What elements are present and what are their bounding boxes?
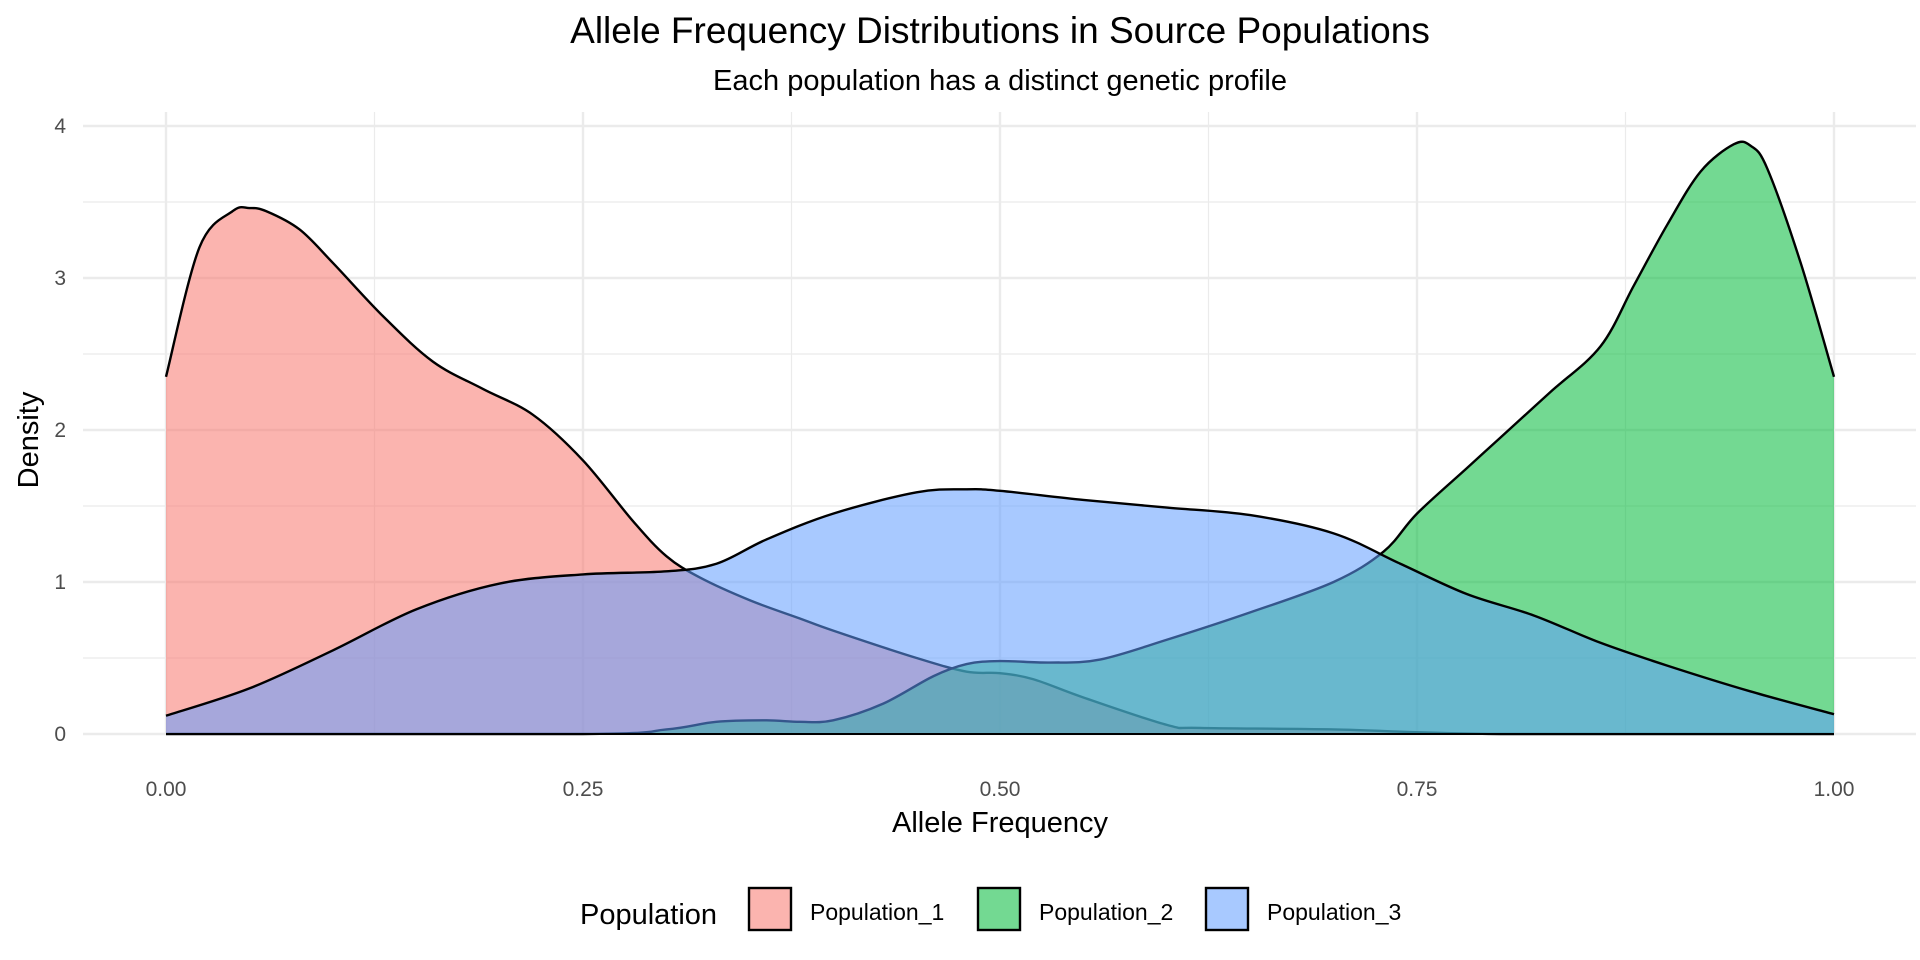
legend-key-population-3 bbox=[1204, 886, 1250, 932]
series-layer bbox=[164, 140, 1836, 736]
y-axis-title: Density bbox=[13, 391, 45, 488]
legend-title: Population bbox=[580, 899, 717, 931]
density-line-population-3 bbox=[165, 487, 1835, 717]
y-tick-label: 3 bbox=[54, 267, 66, 290]
legend-key-population-2 bbox=[976, 886, 1022, 932]
legend: Population Population_1 Population_2 Popul… bbox=[580, 886, 1401, 932]
y-tick-label: 1 bbox=[54, 571, 66, 594]
chart-subtitle: Each population has a distinct genetic p… bbox=[713, 65, 1287, 97]
x-tick-label: 0.00 bbox=[146, 778, 187, 801]
x-tick-label: 0.50 bbox=[980, 778, 1021, 801]
x-tick-label: 1.00 bbox=[1814, 778, 1855, 801]
legend-label-population-1: Population_1 bbox=[810, 899, 944, 925]
x-tick-label: 0.25 bbox=[563, 778, 604, 801]
y-axis-ticks: 0 1 2 3 4 bbox=[54, 115, 66, 746]
y-tick-label: 2 bbox=[54, 419, 66, 442]
chart-title: Allele Frequency Distributions in Source… bbox=[570, 10, 1430, 51]
x-axis-ticks: 0.00 0.25 0.50 0.75 1.00 bbox=[146, 778, 1855, 801]
legend-label-population-3: Population_3 bbox=[1267, 899, 1401, 925]
legend-label-population-2: Population_2 bbox=[1039, 899, 1173, 925]
x-axis-title: Allele Frequency bbox=[892, 807, 1108, 839]
y-tick-label: 0 bbox=[54, 723, 66, 746]
y-tick-label: 4 bbox=[54, 115, 66, 138]
legend-key-population-1 bbox=[747, 886, 793, 932]
density-area-population-3 bbox=[166, 489, 1834, 734]
x-tick-label: 0.75 bbox=[1397, 778, 1438, 801]
